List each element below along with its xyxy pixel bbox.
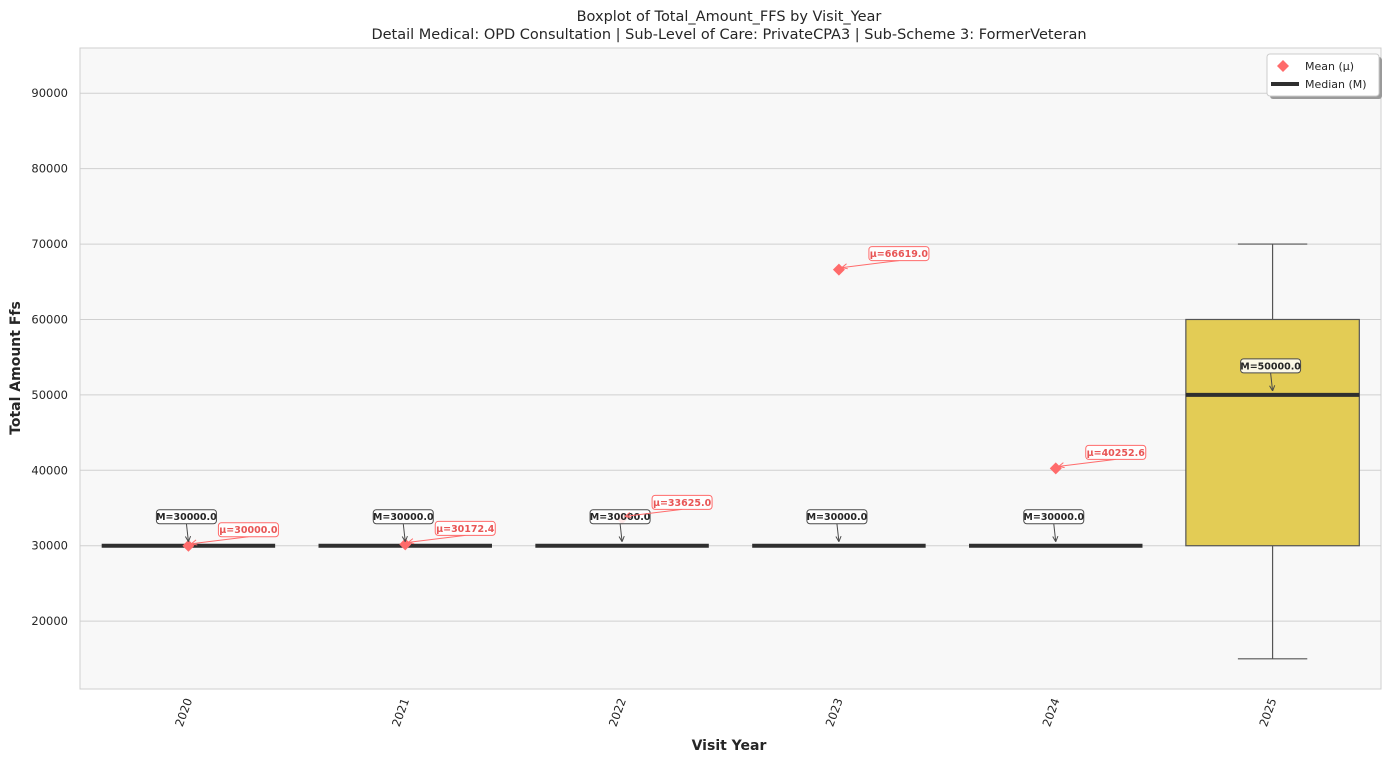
box-group	[318, 538, 492, 551]
mean-label: μ=40252.6	[1087, 448, 1146, 459]
median-label-box	[155, 509, 217, 525]
y-tick-label: 40000	[31, 463, 68, 477]
median-annotation: M=30000.0	[1023, 509, 1085, 542]
median-label: M=30000.0	[373, 512, 434, 523]
mean-arrow	[408, 534, 466, 543]
median-arrow	[836, 523, 840, 542]
mean-arrowhead	[841, 263, 848, 270]
x-tick-label: 2025	[1256, 696, 1279, 728]
median-arrowhead	[184, 535, 192, 542]
mean-label: μ=30172.4	[436, 524, 495, 535]
y-tick-label: 60000	[31, 312, 68, 326]
median-label: M=50000.0	[1240, 361, 1301, 372]
median-label: M=30000.0	[590, 512, 651, 523]
median-arrowhead	[835, 535, 842, 542]
median-label-box	[806, 509, 868, 525]
mean-arrowhead	[624, 512, 632, 519]
median-annotation: M=30000.0	[589, 509, 651, 542]
mean-label-box	[1085, 444, 1147, 460]
legend-mean-label: Mean (μ)	[1305, 60, 1354, 73]
mean-arrowhead	[407, 538, 415, 545]
median-arrow	[402, 523, 406, 542]
median-label: M=30000.0	[1023, 512, 1084, 523]
chart-title: Boxplot of Total_Amount_FFS by Visit_Yea…	[577, 9, 882, 25]
mean-arrowhead	[1058, 462, 1065, 469]
mean-annotation: μ=33625.0	[624, 494, 713, 519]
y-tick-label: 70000	[31, 237, 68, 251]
mean-arrow	[1058, 458, 1116, 467]
x-tick-label: 2024	[1039, 696, 1062, 728]
median-label: M=30000.0	[807, 512, 868, 523]
y-axis-title: Total Amount Ffs	[8, 301, 24, 435]
plot-frame	[79, 47, 1382, 690]
box-group	[101, 539, 276, 552]
legend: Mean (μ) Median (M)	[1266, 53, 1382, 99]
y-tick-label: 90000	[31, 86, 68, 100]
box-group	[752, 263, 926, 548]
y-tick-label: 50000	[31, 388, 68, 402]
legend-mean-marker	[1277, 60, 1289, 72]
median-arrowhead	[401, 535, 408, 542]
median-arrow	[185, 523, 189, 542]
mean-label-box	[434, 520, 496, 536]
mean-label: μ=66619.0	[870, 249, 929, 260]
mean-label-box	[217, 522, 279, 538]
x-tick-label: 2021	[389, 696, 412, 728]
y-tick-label: 20000	[31, 614, 68, 628]
median-label-box	[1023, 509, 1085, 525]
mean-marker	[832, 263, 845, 276]
median-annotation: M=30000.0	[372, 509, 434, 542]
mean-marker	[1049, 462, 1062, 475]
mean-label: μ=33625.0	[653, 498, 712, 509]
mean-marker	[182, 539, 195, 552]
mean-annotation: μ=66619.0	[841, 246, 930, 270]
x-tick-label: 2022	[606, 696, 629, 728]
mean-annotation: μ=30000.0	[191, 522, 279, 546]
y-tick-label: 80000	[31, 162, 68, 176]
median-label-box	[1240, 358, 1302, 374]
box-group	[1185, 243, 1360, 660]
median-arrowhead	[618, 535, 625, 542]
box-body	[1185, 318, 1360, 547]
plot-background	[80, 48, 1381, 689]
median-annotation: M=30000.0	[155, 509, 217, 542]
legend-median-label: Median (M)	[1305, 78, 1367, 91]
mean-arrow	[841, 260, 899, 269]
mean-label: μ=30000.0	[219, 525, 278, 536]
median-label: M=30000.0	[156, 512, 217, 523]
x-axis-title: Visit Year	[692, 738, 767, 754]
y-tick-label: 30000	[31, 539, 68, 553]
median-arrowhead	[1269, 385, 1276, 392]
box-group	[969, 462, 1143, 548]
median-arrowhead	[1052, 535, 1059, 542]
median-label-box	[372, 509, 434, 525]
mean-arrow	[191, 536, 249, 545]
mean-annotation: μ=30172.4	[407, 520, 496, 545]
mean-label-box	[651, 494, 713, 510]
x-tick-label: 2020	[172, 696, 195, 728]
mean-arrowhead	[191, 539, 198, 546]
median-label-box	[589, 509, 651, 525]
median-annotation: M=50000.0	[1240, 358, 1302, 392]
median-arrow	[1053, 523, 1057, 542]
median-arrow	[619, 523, 623, 542]
median-arrow	[1270, 372, 1274, 391]
mean-label-box	[868, 246, 930, 262]
mean-arrow	[625, 508, 683, 517]
x-tick-label: 2023	[823, 696, 846, 728]
mean-marker	[399, 538, 412, 551]
chart-subtitle: Detail Medical: OPD Consultation | Sub-L…	[371, 27, 1086, 43]
median-annotation: M=30000.0	[806, 509, 868, 542]
mean-annotation: μ=40252.6	[1058, 444, 1147, 469]
